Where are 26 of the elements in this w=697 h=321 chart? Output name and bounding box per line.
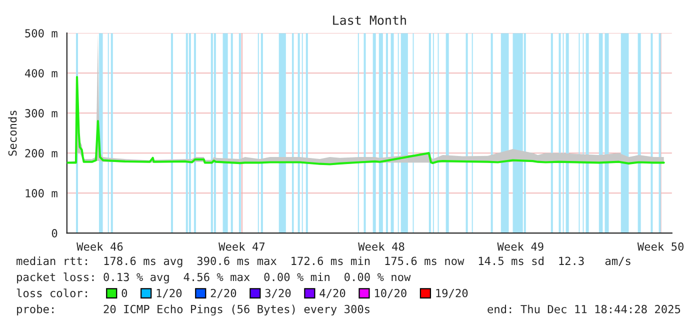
legend-label: 3/20 [265, 288, 291, 298]
y-tick-label: 100 m [26, 189, 58, 198]
y-tick-label: 300 m [25, 109, 58, 118]
y-tick-label: 500 m [25, 29, 58, 38]
y-tick-label: 0 [52, 229, 58, 238]
text: end: Thu Dec 11 18:44:28 2025 [488, 304, 680, 314]
x-tick-label: Week 47 [218, 242, 265, 251]
legend-label: 1/20 [156, 288, 182, 298]
legend-title: loss color: [16, 288, 87, 298]
x-tick-label: Week 49 [497, 242, 544, 251]
x-tick-label: Week 48 [358, 242, 404, 251]
line-series [66, 76, 665, 166]
y-axis-title: Seconds [8, 110, 17, 156]
y-tick-label: 400 m [24, 69, 58, 78]
x-tick-label: Week 46 [76, 242, 123, 251]
x-tick-label: Week 50 [637, 242, 684, 251]
legend-label: 4/20 [320, 288, 346, 298]
y-tick-label: 200 m [25, 149, 58, 158]
legend-label: 2/20 [210, 288, 236, 298]
text: median rtt: 178.6 ms avg 390.6 ms max 172.6 ms min 175.6 ms now 14.5 ms sd 12.3 am/s [16, 256, 630, 268]
chart-title: Last Month [333, 15, 406, 25]
text: probe: 20 ICMP Echo Pings (56 Bytes) every 300s [17, 304, 370, 316]
legend-label: 0 [122, 288, 128, 298]
legend-label: 19/20 [436, 288, 468, 298]
text: packet loss: 0.13 % avg 4.56 % max 0.00 % min 0.00 % now [17, 272, 411, 284]
legend-label: 10/20 [375, 288, 406, 298]
